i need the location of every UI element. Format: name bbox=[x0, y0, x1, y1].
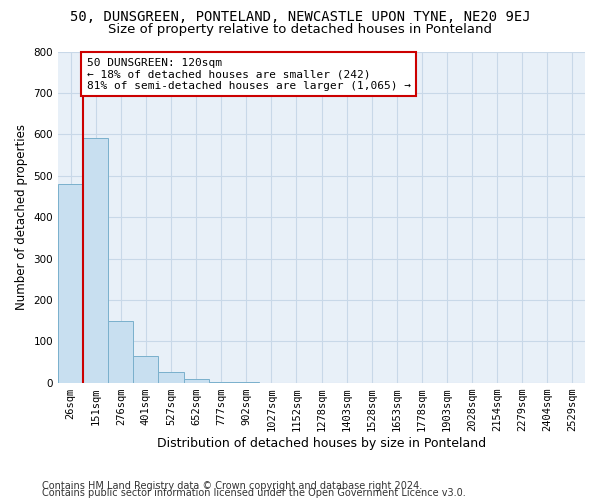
Bar bbox=[58, 184, 83, 383]
Bar bbox=[83, 138, 108, 383]
Bar bbox=[133, 356, 158, 383]
Text: Contains HM Land Registry data © Crown copyright and database right 2024.: Contains HM Land Registry data © Crown c… bbox=[42, 481, 422, 491]
Bar bbox=[158, 372, 184, 383]
Text: 50 DUNSGREEN: 120sqm
← 18% of detached houses are smaller (242)
81% of semi-deta: 50 DUNSGREEN: 120sqm ← 18% of detached h… bbox=[87, 58, 411, 91]
Y-axis label: Number of detached properties: Number of detached properties bbox=[15, 124, 28, 310]
X-axis label: Distribution of detached houses by size in Ponteland: Distribution of detached houses by size … bbox=[157, 437, 486, 450]
Text: Size of property relative to detached houses in Ponteland: Size of property relative to detached ho… bbox=[108, 22, 492, 36]
Bar bbox=[108, 320, 133, 383]
Bar bbox=[184, 378, 209, 383]
Text: Contains public sector information licensed under the Open Government Licence v3: Contains public sector information licen… bbox=[42, 488, 466, 498]
Bar bbox=[209, 382, 233, 383]
Text: 50, DUNSGREEN, PONTELAND, NEWCASTLE UPON TYNE, NE20 9EJ: 50, DUNSGREEN, PONTELAND, NEWCASTLE UPON… bbox=[70, 10, 530, 24]
